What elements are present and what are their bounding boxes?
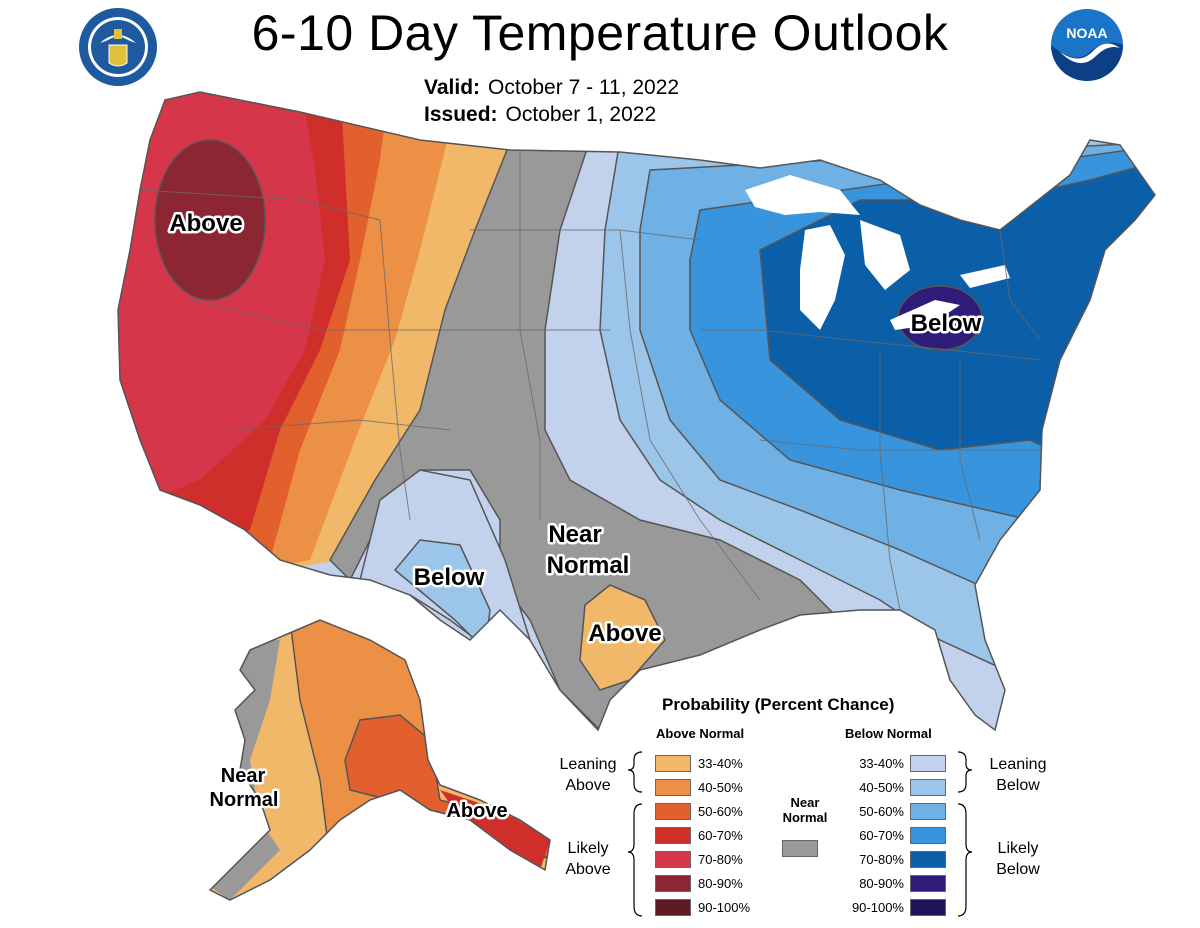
legend-below-swatch-2 (910, 803, 946, 820)
leaning-above-line1: Leaning (559, 756, 617, 773)
legend-above-label-6: 90-100% (698, 900, 751, 915)
label-near-normal-line1: Near (548, 521, 601, 548)
legend-likely-above: Likely Above (548, 838, 628, 880)
legend-below-header: Below Normal (845, 726, 932, 741)
valid-label: Valid: (424, 76, 481, 99)
leaning-above-line2: Above (565, 777, 611, 794)
legend-above-swatch-2 (655, 803, 691, 820)
legend-below-swatch-4 (910, 851, 946, 868)
legend-above-swatch-5 (655, 875, 691, 892)
likely-above-line1: Likely (567, 840, 609, 857)
legend-leaning-below: Leaning Below (978, 754, 1058, 796)
label-ak-near-line2: Normal (210, 789, 279, 811)
conus-outline (117, 91, 1156, 732)
legend-below-label-2: 50-60% (859, 804, 904, 819)
legend-likely-below: Likely Below (978, 838, 1058, 880)
issued-value: October 1, 2022 (505, 103, 657, 126)
legend-above-swatch-3 (655, 827, 691, 844)
noaa-text: NOAA (1066, 25, 1107, 41)
legend-below-label-5: 80-90% (859, 876, 904, 891)
label-near-normal-line2: Normal (547, 552, 630, 579)
legend-below-braces (957, 751, 973, 917)
legend-leaning-above: Leaning Above (548, 754, 628, 796)
legend-below-label-4: 70-80% (859, 852, 904, 867)
legend-below-label-6: 90-100% (851, 900, 904, 915)
legend-below-swatch-5 (910, 875, 946, 892)
leaning-below-line2: Below (996, 777, 1040, 794)
department-of-commerce-seal-icon (79, 8, 157, 86)
legend-above-label-1: 40-50% (698, 780, 743, 795)
legend-below-label-3: 60-70% (859, 828, 904, 843)
legend-title: Probability (Percent Chance) (662, 695, 895, 714)
legend-below-label-0: 33-40% (859, 756, 904, 771)
alaska-outline (208, 619, 551, 901)
legend-below-swatch-0 (910, 755, 946, 772)
legend-below-swatch-6 (910, 899, 946, 916)
legend-above-swatch-1 (655, 779, 691, 796)
likely-below-line1: Likely (997, 840, 1039, 857)
legend-above-swatch-4 (655, 851, 691, 868)
legend-above-label-2: 50-60% (698, 804, 743, 819)
legend-near-header: Near Normal (780, 795, 830, 825)
likely-above-line2: Above (565, 861, 611, 878)
noaa-logo-icon: NOAA (1051, 9, 1123, 81)
label-east-below: Below (911, 310, 982, 337)
issued-line: Issued: October 1, 2022 (424, 103, 656, 127)
legend-above-braces (627, 751, 643, 917)
label-west-above: Above (169, 210, 242, 237)
legend-above-swatch-6 (655, 899, 691, 916)
label-sw-below: Below (414, 564, 485, 591)
label-ak-near-line1: Near (221, 765, 266, 787)
valid-line: Valid: October 7 - 11, 2022 (424, 76, 679, 100)
issued-label: Issued: (424, 103, 498, 126)
legend-near-header-line2: Normal (782, 810, 828, 825)
legend-near-swatch (782, 840, 818, 857)
valid-value: October 7 - 11, 2022 (488, 76, 680, 99)
map-title: 6-10 Day Temperature Outlook (251, 5, 949, 61)
legend-above-label-0: 33-40% (698, 756, 743, 771)
legend-above-label-3: 60-70% (698, 828, 743, 843)
legend-below-swatch-3 (910, 827, 946, 844)
label-texas-above: Above (588, 620, 661, 647)
legend-above-label-5: 80-90% (698, 876, 743, 891)
legend-below-swatch-1 (910, 779, 946, 796)
legend-above-header: Above Normal (656, 726, 745, 741)
legend-above-swatch-0 (655, 755, 691, 772)
likely-below-line2: Below (996, 861, 1040, 878)
legend-near-header-line1: Near (790, 795, 820, 810)
label-ak-above: Above (446, 800, 507, 822)
legend-above-label-4: 70-80% (698, 852, 743, 867)
legend-below-label-1: 40-50% (859, 780, 904, 795)
leaning-below-line1: Leaning (989, 756, 1047, 773)
